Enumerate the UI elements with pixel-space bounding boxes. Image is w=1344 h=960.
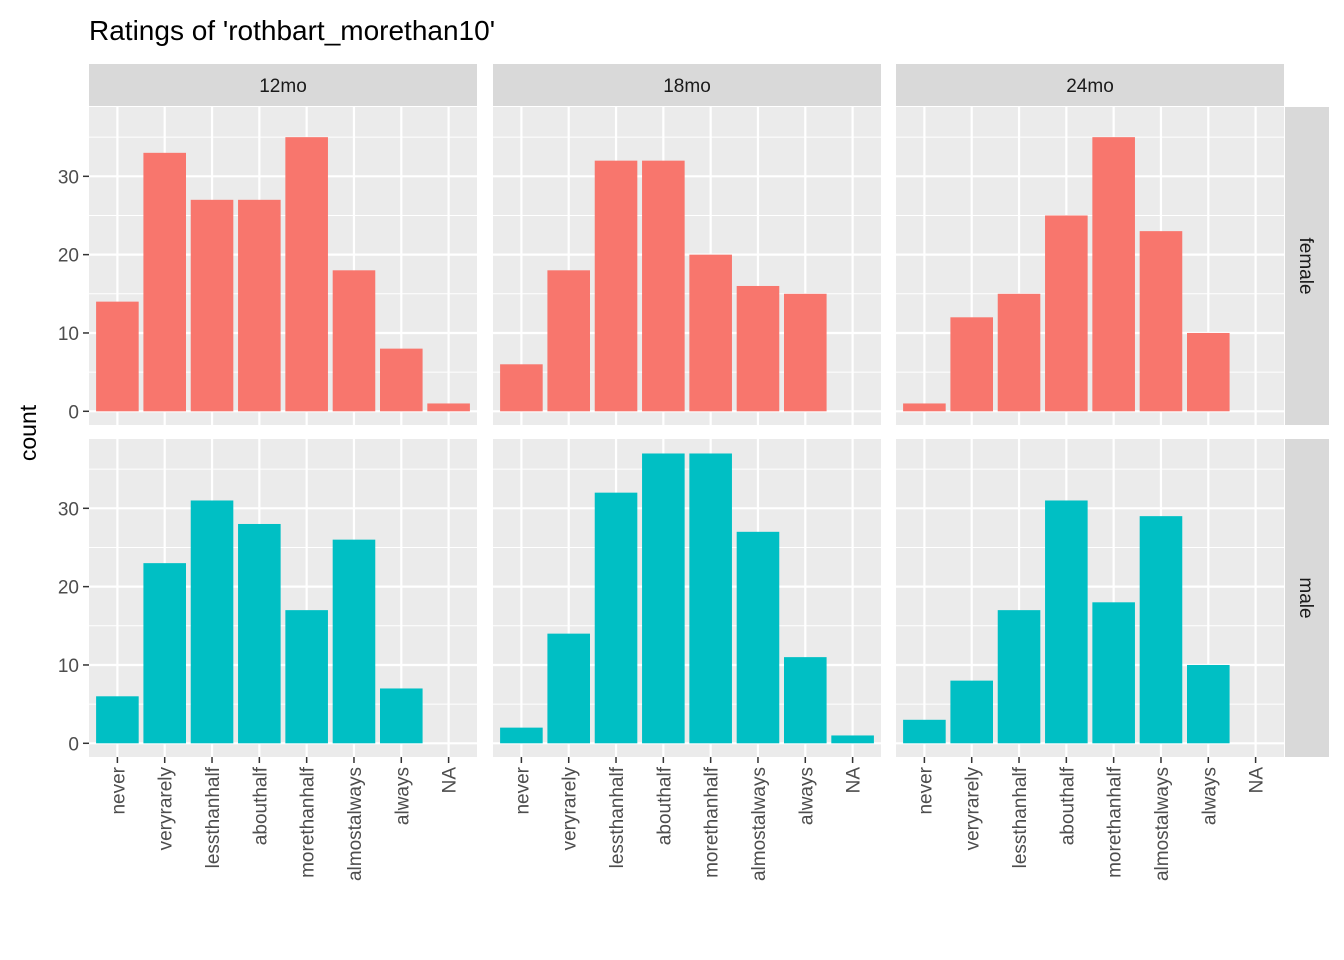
bar	[427, 403, 470, 412]
strip-label: 24mo	[1066, 76, 1114, 97]
x-tick-label: NA	[440, 767, 461, 794]
x-tick-label: veryrarely	[963, 767, 984, 851]
x-tick-label: NA	[844, 767, 865, 794]
strip-label: male	[1295, 577, 1316, 618]
bar	[547, 633, 590, 744]
bar	[594, 492, 638, 744]
bar	[1045, 215, 1088, 412]
y-tick-label: 30	[58, 499, 79, 520]
x-tick-label: morethanhalf	[298, 766, 319, 878]
y-tick-label: 20	[58, 246, 79, 267]
bar	[380, 688, 423, 744]
x-tick-label: almostalways	[1152, 767, 1173, 881]
bar	[238, 523, 281, 744]
x-tick-label: lessthanhalf	[607, 766, 628, 868]
bar	[143, 563, 186, 744]
bar	[689, 254, 732, 412]
y-tick-label: 10	[58, 324, 79, 345]
bar	[689, 453, 732, 744]
bar	[380, 348, 423, 412]
bar	[1139, 231, 1183, 412]
x-tick-label: never	[108, 766, 129, 814]
panel-24mo-male	[896, 439, 1284, 757]
bar	[1139, 516, 1183, 744]
x-tick-label: never	[915, 766, 936, 814]
x-tick-label: abouthalf	[654, 766, 675, 845]
bar	[285, 137, 328, 412]
strip-male	[1285, 439, 1329, 757]
x-tick-label: never	[512, 766, 533, 814]
bar	[285, 610, 328, 744]
bar	[736, 285, 780, 412]
y-tick-label: 20	[58, 578, 79, 599]
panel-12mo-female	[89, 107, 477, 425]
bar	[190, 199, 234, 412]
bar	[736, 531, 780, 744]
y-tick-label: 10	[58, 656, 79, 677]
y-tick-label: 30	[58, 167, 79, 188]
y-tick-label: 0	[68, 734, 79, 755]
strip-24mo	[896, 64, 1284, 106]
bar	[642, 453, 685, 744]
bar	[997, 610, 1041, 744]
x-tick-label: NA	[1247, 767, 1268, 794]
bar	[500, 364, 543, 412]
panel-24mo-female	[896, 107, 1284, 425]
bar	[96, 696, 139, 744]
bar	[903, 719, 946, 744]
x-tick-label: veryrarely	[156, 767, 177, 851]
x-tick-label: abouthalf	[250, 766, 271, 845]
bar	[997, 293, 1041, 412]
bar	[784, 657, 827, 744]
x-tick-label: morethanhalf	[702, 766, 723, 878]
strip-female	[1285, 107, 1329, 425]
x-tick-label: abouthalf	[1057, 766, 1078, 845]
strip-label: 18mo	[663, 76, 711, 97]
bar	[143, 152, 186, 412]
y-axis-title: count	[15, 404, 41, 461]
y-tick-label: 0	[68, 402, 79, 423]
strip-label: 12mo	[259, 76, 307, 97]
bar	[1045, 500, 1088, 744]
bar	[642, 160, 685, 412]
x-tick-label: always	[796, 767, 817, 825]
x-tick-label: veryrarely	[560, 767, 581, 851]
bar	[500, 727, 543, 744]
strip-label: female	[1295, 237, 1316, 294]
x-tick-label: always	[1199, 767, 1220, 825]
x-tick-label: almostalways	[345, 767, 366, 881]
x-tick-label: lessthanhalf	[203, 766, 224, 868]
bar	[1187, 664, 1230, 744]
bar	[784, 293, 827, 412]
bar	[950, 680, 993, 744]
bar	[547, 270, 590, 412]
bar	[831, 735, 874, 744]
panels: 12mo 18mo 24mo female male 0 10 20 30 0 10 20 30 neve…	[58, 64, 1329, 881]
bar	[950, 317, 993, 412]
panel-18mo-female	[493, 107, 881, 425]
panel-12mo-male	[89, 439, 477, 757]
bar	[332, 539, 376, 744]
strip-18mo	[493, 64, 881, 106]
bar	[190, 500, 234, 744]
bar	[332, 270, 376, 412]
x-tick-label: almostalways	[749, 767, 770, 881]
bar	[1092, 602, 1135, 744]
x-tick-label: morethanhalf	[1105, 766, 1126, 878]
bar	[1187, 332, 1230, 412]
chart-title: Ratings of 'rothbart_morethan10'	[89, 15, 495, 46]
strip-12mo	[89, 64, 477, 106]
panel-18mo-male	[493, 439, 881, 757]
x-tick-label: always	[392, 767, 413, 825]
bar	[594, 160, 638, 412]
x-tick-label: lessthanhalf	[1010, 766, 1031, 868]
bar	[903, 403, 946, 412]
bar	[1092, 137, 1135, 412]
bar	[238, 199, 281, 412]
bar	[96, 301, 139, 412]
